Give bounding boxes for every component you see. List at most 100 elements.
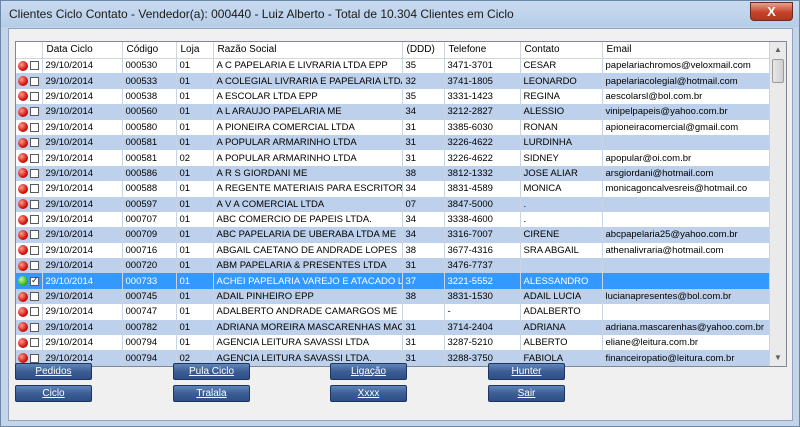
table-row[interactable]: 29/10/2014 000530 01 A C PAPELARIA E LIVRAR… <box>16 58 771 74</box>
cell-ddd: 35 <box>402 58 445 74</box>
table-row[interactable]: 29/10/2014 000709 01 ABC PAPELARIA DE UBERA… <box>16 227 771 243</box>
row-checkbox[interactable] <box>30 275 39 286</box>
cell-razao-social: A REGENTE MATERIAIS PARA ESCRITORIO LTDA <box>213 181 403 197</box>
red-status-icon <box>18 260 28 271</box>
cell-loja: 01 <box>176 227 214 243</box>
column-header-status[interactable] <box>16 42 43 59</box>
table-row[interactable]: 29/10/2014 000560 01 A L ARAUJO PAPELARIA M… <box>16 104 771 120</box>
cell-status <box>16 196 43 212</box>
cell-loja: 02 <box>176 150 214 166</box>
row-checkbox[interactable] <box>30 215 39 225</box>
row-checkbox[interactable] <box>30 292 39 302</box>
red-status-icon <box>18 199 28 210</box>
row-checkbox[interactable] <box>30 76 39 86</box>
cell-email: vinipelpapeis@yahoo.com.br <box>602 104 771 120</box>
cell-telefone: 3212-2827 <box>444 104 521 120</box>
row-checkbox[interactable] <box>30 322 39 332</box>
cell-status <box>16 242 43 259</box>
column-header-ddd[interactable]: (DDD) <box>402 42 445 59</box>
table-row[interactable]: 29/10/2014 000794 02 AGENCIA LEITURA SAVASS… <box>16 350 771 366</box>
cell-telefone: - <box>444 304 521 320</box>
row-checkbox[interactable] <box>30 138 39 148</box>
table-row[interactable]: 29/10/2014 000586 01 A R S GIORDANI ME 38 381… <box>16 165 771 182</box>
cell-codigo: 000588 <box>122 181 177 197</box>
pula-ciclo-button[interactable]: Pula Ciclo <box>173 363 250 380</box>
tralala-button[interactable]: Tralala <box>173 385 250 402</box>
row-checkbox[interactable] <box>30 307 39 317</box>
red-status-icon <box>18 60 28 71</box>
cell-razao-social: ABGAIL CAETANO DE ANDRADE LOPES <box>213 242 403 259</box>
table-row[interactable]: 29/10/2014 000707 01 ABC COMERCIO DE PAPEIS… <box>16 211 771 228</box>
cell-razao-social: A POPULAR ARMARINHO LTDA <box>213 134 403 151</box>
table-row[interactable]: 29/10/2014 000747 01 ADALBERTO ANDRADE CAMA… <box>16 304 771 320</box>
cell-razao-social: AGENCIA LEITURA SAVASSI LTDA. <box>213 350 403 366</box>
xxxx-button[interactable]: Xxxx <box>330 385 407 402</box>
cell-telefone: 3831-4589 <box>444 181 521 197</box>
ciclo-button[interactable]: Ciclo <box>15 385 92 402</box>
row-checkbox[interactable] <box>30 122 39 132</box>
row-checkbox[interactable] <box>30 107 39 117</box>
table-row[interactable]: 29/10/2014 000716 01 ABGAIL CAETANO DE ANDR… <box>16 242 771 259</box>
scroll-up-arrow-icon[interactable]: ▲ <box>774 45 782 54</box>
table-row[interactable]: 29/10/2014 000581 02 A POPULAR ARMARINHO LT… <box>16 150 771 166</box>
table-row[interactable]: 29/10/2014 000782 01 ADRIANA MOREIRA MASCAR… <box>16 319 771 336</box>
table-row[interactable]: 29/10/2014 000720 01 ABM PAPELARIA & PRESEN… <box>16 258 771 274</box>
cell-status <box>16 227 43 243</box>
cell-ddd: 38 <box>402 242 445 259</box>
cell-data-ciclo: 29/10/2014 <box>42 165 123 182</box>
row-checkbox[interactable] <box>30 353 39 363</box>
table-row[interactable]: 29/10/2014 000581 01 A POPULAR ARMARINHO LT… <box>16 134 771 151</box>
cell-data-ciclo: 29/10/2014 <box>42 304 123 320</box>
row-checkbox[interactable] <box>30 245 39 255</box>
row-checkbox[interactable] <box>30 199 39 209</box>
cell-email: arsgiordani@hotmail.com <box>602 165 771 182</box>
column-header-contato[interactable]: Contato <box>520 42 603 59</box>
row-checkbox[interactable] <box>30 261 39 271</box>
column-header-loja[interactable]: Loja <box>176 42 214 59</box>
cell-data-ciclo: 29/10/2014 <box>42 227 123 243</box>
table-row[interactable]: 29/10/2014 000538 01 A ESCOLAR LTDA EPP 35 33… <box>16 88 771 105</box>
ligacao-button[interactable]: Ligação <box>330 363 407 380</box>
cell-contato: LEONARDO <box>520 73 603 89</box>
cell-razao-social: ABM PAPELARIA & PRESENTES LTDA <box>213 258 403 274</box>
table-row[interactable]: 29/10/2014 000580 01 A PIONEIRA COMERCIAL L… <box>16 119 771 135</box>
row-checkbox[interactable] <box>30 153 39 163</box>
cell-telefone: 3226-4622 <box>444 150 521 166</box>
column-header-telefone[interactable]: Telefone <box>444 42 521 59</box>
hunter-button[interactable]: Hunter <box>488 363 565 380</box>
scroll-down-arrow-icon[interactable]: ▼ <box>774 353 782 362</box>
table-row[interactable]: 29/10/2014 000597 01 A V A COMERCIAL LTDA 07… <box>16 196 771 212</box>
cell-status <box>16 273 43 289</box>
row-checkbox[interactable] <box>30 184 39 194</box>
close-button[interactable]: X <box>750 2 793 21</box>
cell-email <box>602 211 771 228</box>
vertical-scrollbar[interactable]: ▲ ▼ <box>769 42 786 366</box>
table-row[interactable]: 29/10/2014 000588 01 A REGENTE MATERIAIS PA… <box>16 181 771 197</box>
cell-loja: 01 <box>176 88 214 105</box>
clients-grid[interactable]: Data Ciclo Código Loja Razão Social (DDD… <box>15 41 787 367</box>
table-row[interactable]: 29/10/2014 000794 01 AGENCIA LEITURA SAVASS… <box>16 335 771 351</box>
table-row[interactable]: 29/10/2014 000533 01 A COLEGIAL LIVRARIA E … <box>16 73 771 89</box>
cell-email: adriana.mascarenhas@yahoo.com.br <box>602 319 771 336</box>
cell-loja: 01 <box>176 119 214 135</box>
cell-email <box>602 134 771 151</box>
row-checkbox[interactable] <box>30 168 39 178</box>
row-checkbox[interactable] <box>30 91 39 101</box>
row-checkbox[interactable] <box>30 338 39 348</box>
row-checkbox[interactable] <box>30 230 39 240</box>
column-header-razao-social[interactable]: Razão Social <box>213 42 403 59</box>
column-header-data-ciclo[interactable]: Data Ciclo <box>42 42 123 59</box>
scroll-thumb[interactable] <box>772 59 784 83</box>
table-row[interactable]: 29/10/2014 000745 01 ADAIL PINHEIRO EPP 38 38… <box>16 288 771 305</box>
cell-email: aescolarsl@bol.com.br <box>602 88 771 105</box>
red-status-icon <box>18 337 28 348</box>
cell-loja: 01 <box>176 211 214 228</box>
column-header-codigo[interactable]: Código <box>122 42 177 59</box>
column-header-email[interactable]: Email <box>602 42 771 59</box>
pedidos-button[interactable]: Pedidos <box>15 363 92 380</box>
cell-ddd: 31 <box>402 119 445 135</box>
sair-button[interactable]: Sair <box>488 385 565 402</box>
cell-contato: RONAN <box>520 119 603 135</box>
row-checkbox[interactable] <box>30 61 39 71</box>
